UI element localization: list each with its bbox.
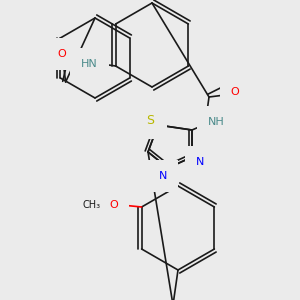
Text: O: O [231,87,239,97]
Text: NH: NH [208,117,224,127]
Text: N: N [196,157,204,167]
Text: N: N [159,171,167,181]
Text: S: S [146,113,154,127]
Text: O: O [109,200,118,210]
Text: O: O [57,49,66,59]
Text: HN: HN [81,59,98,69]
Text: CH₃: CH₃ [82,200,101,210]
